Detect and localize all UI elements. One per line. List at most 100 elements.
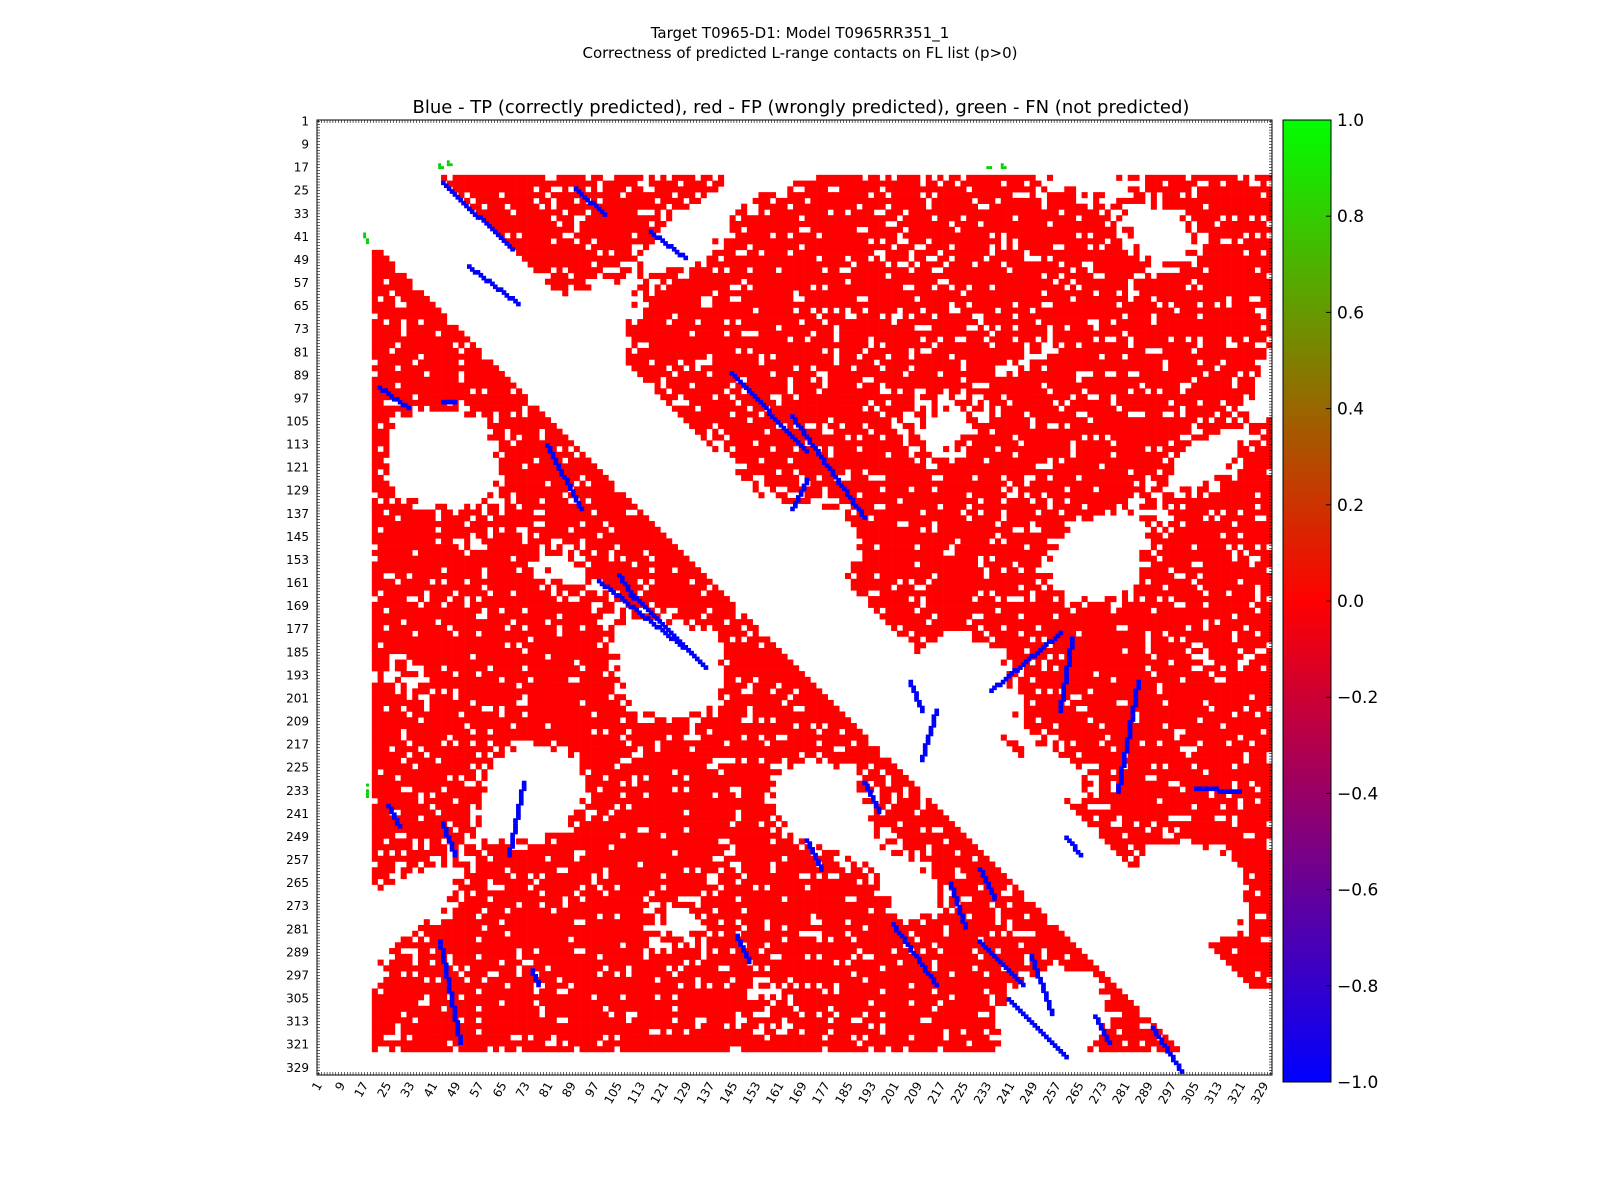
fp-cell [1214, 324, 1221, 331]
fp-cell [1064, 347, 1071, 354]
fp-cell [1225, 226, 1232, 233]
fp-cell [1116, 296, 1123, 303]
fp-cell [1058, 290, 1065, 297]
fp-cell [1064, 342, 1071, 349]
fp-cell [712, 399, 719, 406]
fp-cell [995, 203, 1002, 210]
fp-cell [1248, 382, 1255, 389]
fp-cell [1006, 382, 1013, 389]
fp-cell [844, 249, 852, 256]
fp-cell [885, 197, 892, 204]
fp-cell [844, 238, 852, 245]
fp-cell [1058, 226, 1065, 233]
fp-cell [539, 238, 546, 245]
fp-cell [844, 192, 852, 199]
fp-cell [995, 249, 1002, 256]
fp-cell [827, 290, 834, 297]
fp-cell [556, 174, 563, 181]
fp-cell [377, 336, 384, 343]
fp-cell [383, 342, 390, 349]
fp-cell [1220, 371, 1227, 378]
fp-cell [758, 451, 765, 458]
fp-cell [1000, 434, 1007, 441]
fp-cell [752, 255, 759, 262]
fp-cell [1191, 209, 1198, 216]
fp-cell [475, 359, 482, 366]
fp-cell [533, 174, 540, 181]
fp-cell [498, 405, 505, 412]
fp-cell [902, 290, 909, 297]
fp-cell [544, 244, 551, 251]
fp-cell [810, 272, 817, 279]
fp-cell [619, 209, 627, 216]
fp-cell [746, 353, 753, 360]
fp-cell [602, 244, 609, 251]
fp-cell [1260, 226, 1267, 233]
fp-cell [931, 209, 938, 216]
fp-cell [833, 434, 840, 441]
fp-cell [1191, 353, 1198, 360]
fp-cell [1185, 261, 1192, 268]
fp-cell [648, 296, 655, 303]
fp-cell [989, 388, 996, 395]
fp-cell [1208, 255, 1215, 262]
fp-cell [920, 376, 927, 383]
fp-cell [1266, 215, 1273, 222]
fp-cell [983, 428, 990, 435]
fp-cell [1098, 284, 1105, 291]
fp-cell [804, 417, 811, 424]
fp-cell [971, 232, 979, 239]
fp-cell [1070, 359, 1077, 366]
fp-cell [1070, 261, 1077, 268]
fp-cell [585, 203, 592, 210]
fp-cell [377, 330, 384, 337]
fp-cell [925, 451, 932, 458]
fp-cell [1116, 272, 1123, 279]
fp-cell [718, 434, 725, 441]
fp-cell [810, 203, 817, 210]
fp-cell [1214, 186, 1221, 193]
fp-cell [1231, 365, 1238, 372]
fp-cell [1191, 284, 1198, 291]
fp-cell [452, 174, 459, 181]
fp-cell [960, 249, 967, 256]
fp-cell [591, 226, 598, 233]
fp-cell [931, 336, 938, 343]
fp-cell [729, 261, 736, 268]
fp-cell [1098, 319, 1105, 326]
fp-cell [902, 301, 909, 308]
fp-cell [527, 209, 534, 216]
fp-cell [943, 215, 950, 222]
fp-cell [383, 301, 390, 308]
fp-cell [1023, 215, 1030, 222]
fp-cell [718, 353, 725, 360]
fp-cell [660, 353, 667, 360]
fp-cell [1070, 244, 1077, 251]
fp-cell [1052, 451, 1059, 458]
fp-cell [718, 394, 725, 401]
fp-cell [493, 405, 500, 412]
fp-cell [562, 284, 569, 291]
fp-cell [1041, 261, 1048, 268]
fp-cell [417, 324, 425, 331]
fp-cell [1254, 319, 1261, 326]
fp-cell [723, 428, 730, 435]
fp-cell [1121, 342, 1129, 349]
fp-cell [1243, 238, 1250, 245]
fp-cell [1191, 324, 1198, 331]
fp-cell [960, 296, 967, 303]
fp-cell [1231, 278, 1238, 285]
fp-cell [400, 359, 407, 366]
fp-cell [677, 353, 684, 360]
fp-cell [1260, 301, 1267, 308]
fp-cell [920, 330, 927, 337]
fp-cell [1081, 255, 1088, 262]
fp-cell [752, 226, 759, 233]
fp-cell [908, 319, 915, 326]
fp-cell [971, 388, 979, 395]
fp-cell [718, 365, 725, 372]
fp-cell [1243, 174, 1250, 181]
fp-cell [1116, 330, 1123, 337]
fp-cell [971, 417, 979, 424]
fp-cell [995, 244, 1002, 251]
